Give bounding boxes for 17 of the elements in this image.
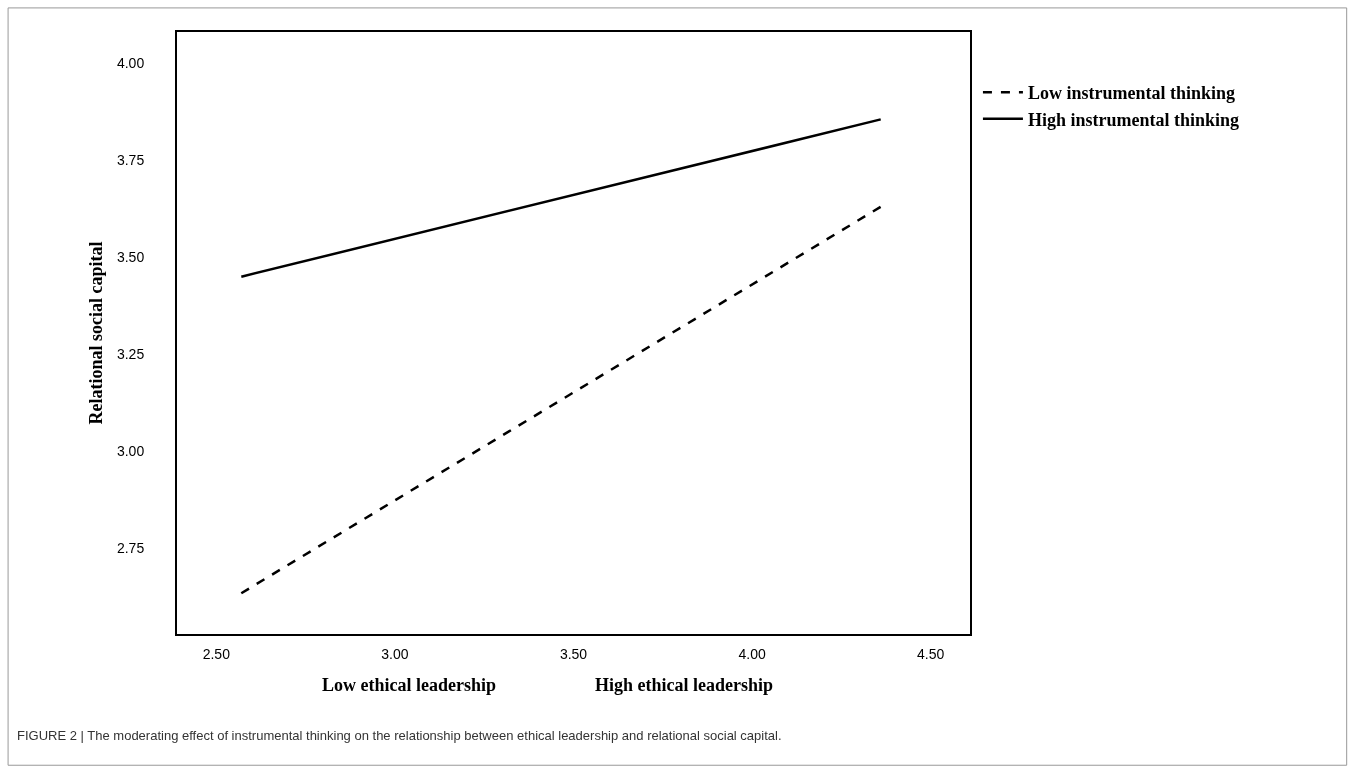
x-tick-label: 2.50: [202, 645, 231, 662]
y-tick-label: 3.25: [116, 346, 145, 363]
y-axis-title: Relational social capital: [85, 241, 106, 425]
legend-label: Low instrumental thinking: [1027, 83, 1235, 104]
y-tick-label: 3.00: [116, 443, 145, 460]
legend-label: High instrumental thinking: [1027, 109, 1239, 130]
y-tick-label: 2.75: [116, 540, 145, 557]
y-tick-label: 3.75: [116, 152, 145, 169]
text: High ethical leadership: [595, 675, 774, 695]
x-tick-label: 4.50: [917, 645, 945, 662]
text: Low ethical leadership: [322, 675, 496, 695]
y-tick-label: 3.50: [116, 249, 145, 266]
x-tick-label: 4.00: [738, 645, 766, 662]
x-tick-label: 3.00: [381, 645, 409, 662]
caption: FIGURE 2 | The moderating effect of instrumental thinking on the relationship between ethical leadership and relational social capital.: [17, 728, 782, 743]
x-tick-label: 3.50: [559, 645, 588, 662]
y-tick-label: 4.00: [116, 54, 145, 71]
